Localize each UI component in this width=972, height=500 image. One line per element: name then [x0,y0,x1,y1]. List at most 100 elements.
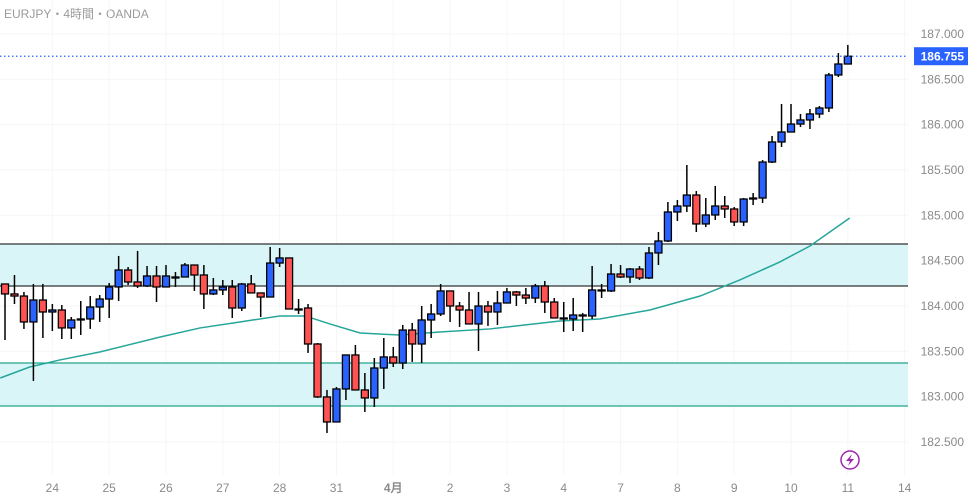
time-tick-label: 28 [273,481,287,495]
candle-up [796,119,805,125]
candle-up [739,198,748,223]
time-tick-label: 11 [842,481,855,495]
candle-up [711,205,720,216]
price-tick-label: 182.500 [921,435,965,449]
candle-down [57,309,66,329]
resistance-zone [0,243,908,286]
candle-down [133,281,142,287]
candle-down [521,294,530,299]
candle-down [730,208,739,223]
candle-up [777,131,786,143]
candle-up [426,313,436,321]
candles [0,44,852,434]
candle-up [398,329,407,364]
candle-down [483,305,493,313]
candle-up [834,63,843,76]
candle-down [550,301,559,319]
candle-down [455,305,464,311]
candle-down [123,269,133,283]
candle-up [673,205,682,213]
candle-up [29,299,38,323]
candle-up [597,289,606,292]
candle-down [445,290,455,307]
time-axis[interactable]: 24 25 26 27 28 31 4月 2 3 4 7 8 9 10 11 14 [46,481,912,495]
candle-up [559,317,568,320]
lightning-icon[interactable] [840,450,860,470]
candle-down [692,194,701,225]
price-tick-label: 184.000 [921,299,965,313]
candle-up [587,289,597,317]
time-tick-label: 26 [159,481,173,495]
candle-up [266,262,275,298]
candle-up [625,268,635,278]
candle-up [76,318,85,321]
candle-down [360,389,370,399]
time-tick-label: 10 [784,481,798,495]
candle-up [843,55,852,65]
candle-down [351,354,360,391]
price-tick-label: 183.500 [921,344,965,358]
candle-up [682,194,691,207]
candle-down [303,307,313,345]
chart-title: EURJPY・4時間・OANDA [4,7,149,21]
candle-up [114,269,123,288]
candle-up [805,113,815,121]
candle-up [161,275,171,288]
time-tick-label: 4月 [384,481,403,495]
candle-up [502,291,512,304]
price-axis[interactable]: 187.000 186.500 186.000 185.500 185.000 184.5… [914,27,968,449]
price-tick-label: 185.000 [921,208,965,222]
candle-down [284,257,294,310]
time-tick-label: 2 [447,481,454,495]
price-tick-label: 184.500 [921,254,965,268]
time-tick-label: 9 [731,481,738,495]
candle-down [464,309,474,325]
candle-up [606,273,616,292]
candle-up [180,264,190,278]
candle-up [493,302,502,313]
candle-up [48,309,57,313]
candle-up [824,74,834,109]
candle-up [275,257,284,264]
candle-up [332,388,341,423]
candle-down [199,274,209,295]
candle-up [379,356,388,369]
time-tick-label: 7 [617,481,624,495]
last-price-badge [914,47,968,66]
price-tick-label: 185.500 [921,163,965,177]
candle-up [436,290,445,315]
candle-up [474,305,483,325]
candle-up [86,306,95,320]
time-tick-label: 31 [330,481,344,495]
candle-down [389,356,398,364]
candle-down [19,295,29,323]
candle-up [654,240,663,254]
time-tick-label: 8 [674,481,681,495]
candle-down [540,285,549,303]
candle-up [758,161,767,199]
support-zone [0,363,908,407]
candle-up [218,286,227,291]
candle-down [10,293,19,297]
candle-up [209,289,218,295]
candle-down [0,283,10,295]
candle-down [512,291,521,296]
candle-down [190,264,199,276]
time-tick-label: 3 [504,481,511,495]
candle-down [256,292,265,298]
candle-down [635,268,644,279]
candle-up [701,214,710,225]
time-tick-label: 25 [102,481,116,495]
sma-line [0,217,851,379]
time-tick-label: 14 [898,481,912,495]
candle-up [171,276,180,279]
time-tick-label: 4 [560,481,567,495]
candle-up [341,354,351,390]
candle-down [313,343,322,398]
candle-up [294,308,303,311]
zones [0,243,908,407]
candle-up [815,107,824,115]
candle-down [38,299,48,313]
candle-up [142,275,152,287]
